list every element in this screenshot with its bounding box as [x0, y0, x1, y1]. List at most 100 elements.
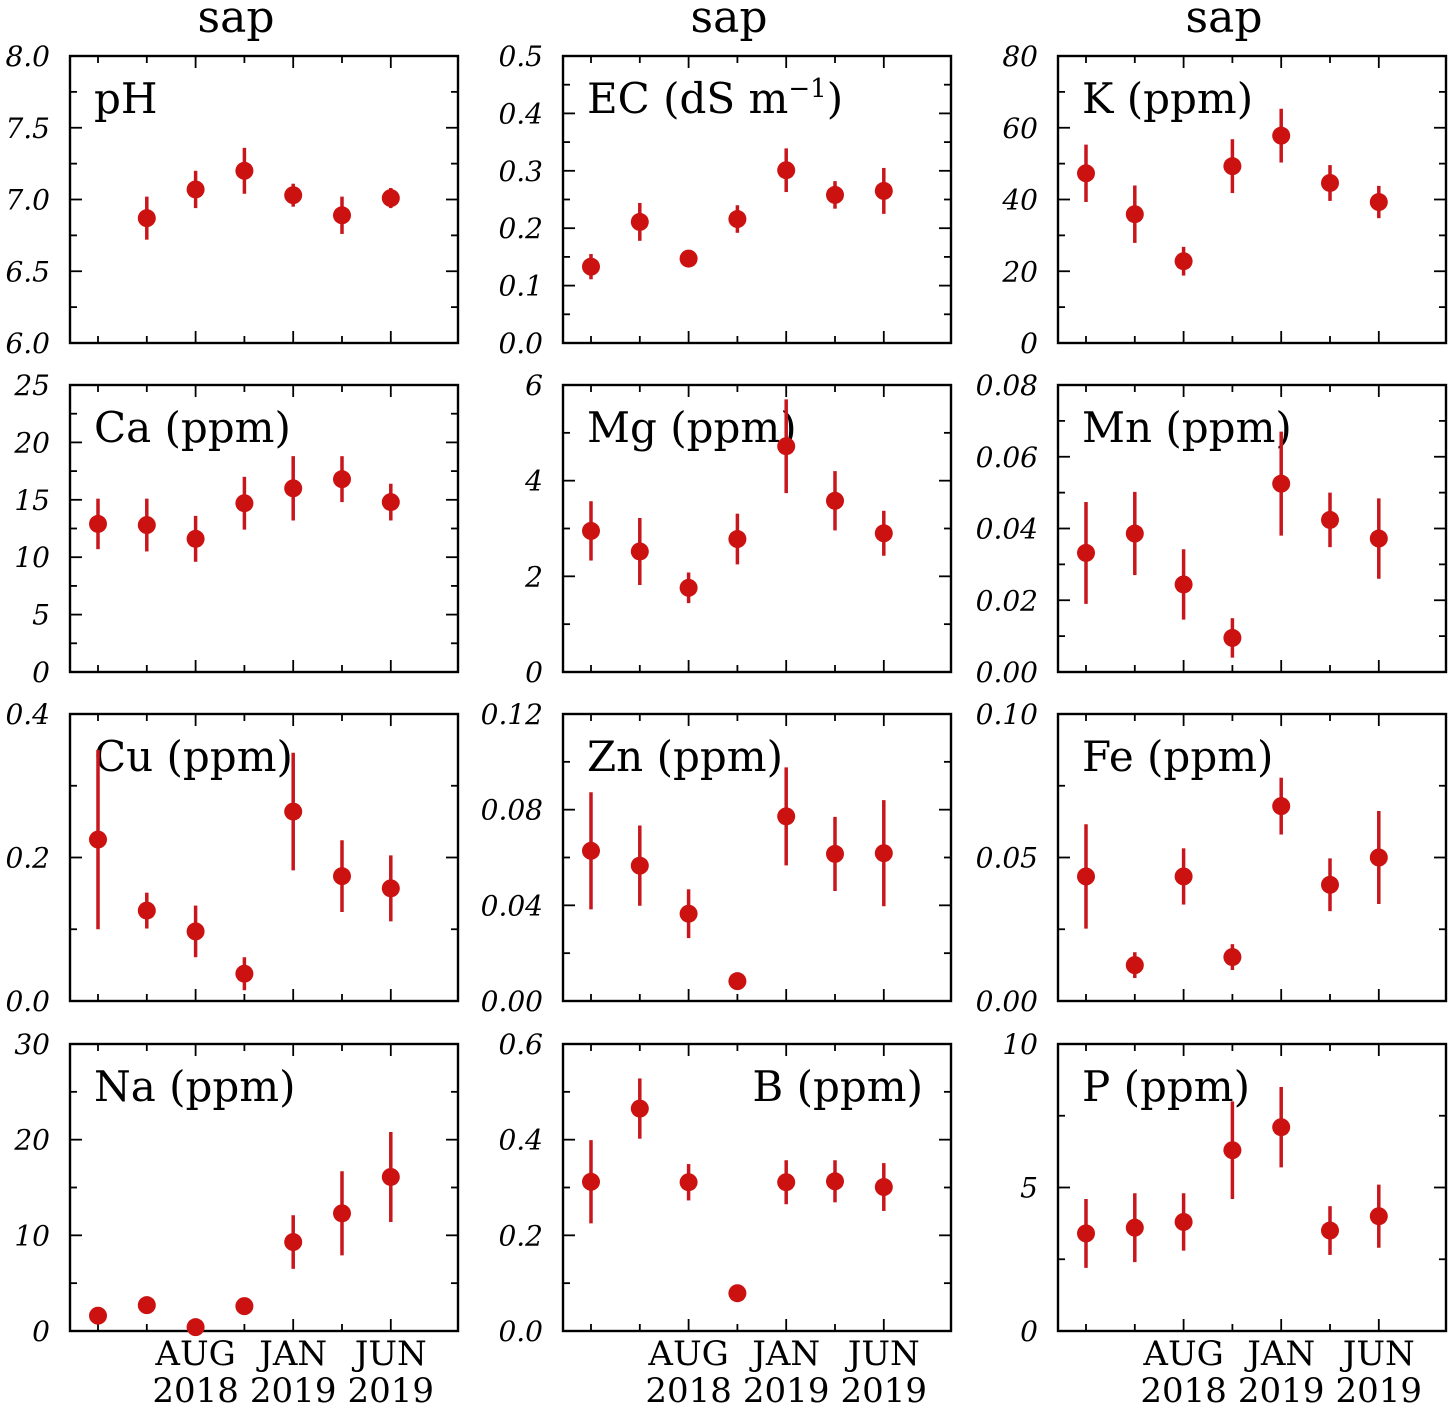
data-point	[333, 206, 351, 225]
data-point	[1174, 252, 1193, 271]
x-tick-label-month: JAN	[256, 1334, 327, 1374]
panel-8: 0.00 0.04 0.08 0.12 Zn (ppm)	[481, 698, 953, 1018]
y-tick-label: 0.05	[976, 842, 1038, 875]
data-point	[582, 1172, 600, 1191]
y-tick-label: 6	[525, 369, 543, 402]
data-point	[1174, 867, 1193, 886]
y-tick-label: 0	[32, 1315, 50, 1348]
panel-1: 6.0 6.5 7.0 7.5 8.0 pH	[5, 40, 460, 360]
x-tick-label-month: AUG	[647, 1334, 728, 1374]
y-tick-label: 0.0	[498, 327, 543, 360]
panel-label: pH	[94, 74, 158, 123]
y-tick-label: 0.00	[481, 985, 543, 1018]
y-tick-label: 0.08	[481, 794, 543, 827]
y-tick-label: 20	[13, 426, 50, 459]
panel-label: Fe (ppm)	[1082, 732, 1273, 781]
data-point	[679, 249, 698, 268]
data-point	[381, 1167, 400, 1186]
y-tick-label: 2	[524, 560, 543, 593]
data-point	[333, 1204, 351, 1223]
panel-label: EC (dS m−1)	[587, 74, 843, 123]
data-point	[1223, 1141, 1242, 1160]
panel-label-text: Fe (ppm)	[1082, 732, 1273, 781]
data-point	[1369, 848, 1388, 867]
y-tick-label: 30	[14, 1028, 50, 1061]
panel-label-text: Cu (ppm)	[94, 732, 293, 781]
column-title-3: sap	[1186, 0, 1263, 43]
y-tick-label: 5	[1020, 1172, 1038, 1205]
x-tick-label-month: JUN	[352, 1334, 427, 1374]
panel-7: 0.0 0.2 0.4 Cu (ppm)	[5, 698, 460, 1018]
y-tick-label: 80	[1002, 40, 1038, 73]
panel-2: 0.0 0.1 0.2 0.3 0.4 0.5 EC (dS m−1)	[498, 40, 953, 360]
data-point	[1077, 164, 1095, 183]
data-point	[235, 1297, 254, 1316]
panel-label: B (ppm)	[752, 1062, 923, 1111]
data-point	[186, 180, 205, 199]
data-point	[1272, 797, 1291, 816]
x-tick-label-month: AUG	[1142, 1334, 1223, 1374]
data-point	[137, 516, 156, 535]
data-point	[582, 841, 600, 860]
y-tick-label: 20	[13, 1124, 50, 1157]
y-tick-label: 0.5	[498, 40, 543, 73]
y-tick-label: 0.10	[976, 698, 1038, 731]
data-point	[1369, 529, 1388, 548]
x-tick-label-year: 2019	[1238, 1371, 1325, 1410]
panel-9: 0.00 0.05 0.10 Fe (ppm)	[976, 698, 1448, 1018]
y-tick-label: 7.5	[5, 112, 50, 145]
data-point	[186, 529, 205, 548]
panel-3: 0 20 40 60 80 K (ppm)	[1001, 40, 1448, 360]
y-tick-label: 20	[1001, 255, 1038, 288]
y-tick-label: 0.00	[976, 656, 1038, 689]
data-point	[826, 844, 844, 863]
data-point	[1125, 524, 1144, 543]
data-point	[582, 257, 600, 276]
y-tick-label: 0.0	[5, 985, 50, 1018]
y-tick-label: 0.2	[498, 212, 543, 245]
y-tick-label: 10	[14, 1219, 50, 1252]
y-tick-label: 15	[14, 484, 50, 517]
y-tick-label: 0.08	[976, 369, 1038, 402]
data-point	[1321, 510, 1339, 529]
panel-label-superscript: −1	[788, 74, 826, 104]
data-point	[137, 1296, 156, 1315]
data-point	[381, 493, 400, 512]
y-tick-label: 0.0	[498, 1315, 543, 1348]
y-tick-label: 0.2	[498, 1219, 543, 1252]
panel-label-text: K (ppm)	[1082, 74, 1253, 123]
data-point	[1321, 1221, 1339, 1240]
data-point	[381, 189, 400, 208]
y-tick-label: 0.00	[976, 985, 1038, 1018]
data-point	[284, 186, 303, 205]
panel-label: Cu (ppm)	[94, 732, 293, 781]
y-tick-label: 0.3	[498, 155, 543, 188]
panel-label-suffix: )	[827, 74, 843, 123]
panel-5: 0 2 4 6 Mg (ppm)	[524, 369, 953, 689]
x-tick-label-month: JAN	[1244, 1334, 1315, 1374]
data-point	[630, 856, 649, 875]
data-point	[1223, 948, 1242, 967]
data-point	[874, 1178, 893, 1197]
y-tick-label: 8.0	[5, 40, 50, 73]
y-tick-label: 0	[1020, 1315, 1038, 1348]
data-point	[1321, 875, 1339, 894]
y-tick-label: 0.02	[976, 584, 1038, 617]
data-point	[1077, 867, 1095, 886]
panel-label: Ca (ppm)	[94, 403, 291, 452]
y-tick-label: 0.6	[498, 1028, 543, 1061]
data-point	[1272, 474, 1291, 493]
data-point	[89, 514, 107, 533]
data-point	[1125, 205, 1144, 224]
panel-label-text: Zn (ppm)	[587, 732, 783, 781]
data-point	[728, 1284, 747, 1303]
y-tick-label: 10	[14, 541, 50, 574]
data-point	[1223, 157, 1242, 176]
data-point	[826, 491, 844, 510]
x-tick-label-year: 2019	[348, 1371, 435, 1410]
data-point	[137, 901, 156, 920]
panel-6: 0.00 0.02 0.04 0.06 0.08 Mn (ppm)	[976, 369, 1448, 689]
data-point	[826, 1172, 844, 1191]
data-point	[333, 867, 351, 886]
